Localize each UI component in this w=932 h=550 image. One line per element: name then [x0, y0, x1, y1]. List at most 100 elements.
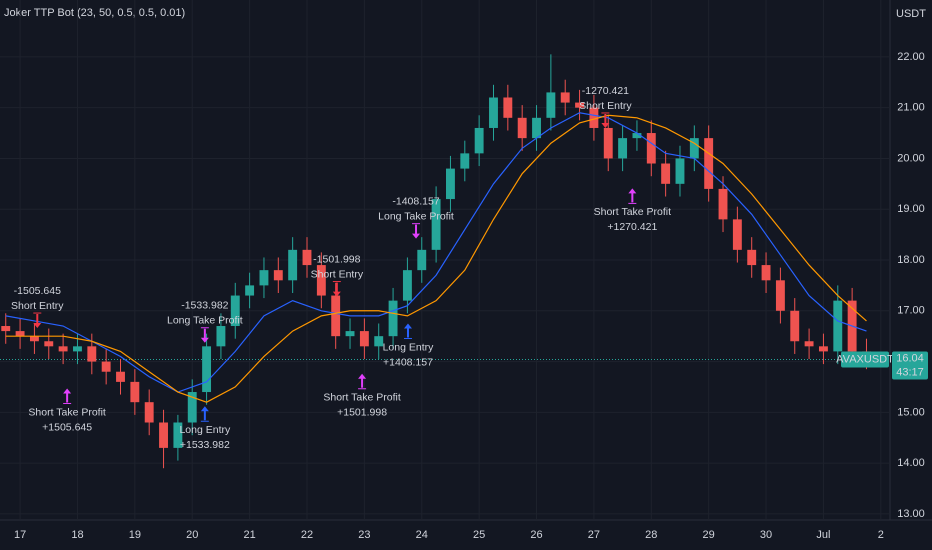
candle-body: [230, 295, 240, 327]
candle-body: [1, 326, 11, 332]
countdown-label: 43:17: [896, 366, 924, 378]
candle-body: [489, 97, 498, 128]
candle-body: [818, 346, 828, 352]
candle-body: [73, 346, 82, 352]
trade-label: Short Take Profit: [28, 406, 106, 418]
candle-body: [747, 249, 757, 266]
x-tick-label: 24: [416, 529, 428, 541]
candle-body: [159, 422, 168, 448]
price-tag: [892, 351, 928, 380]
candle-body: [316, 265, 326, 296]
candle-body: [302, 249, 312, 266]
candle-body: [546, 92, 556, 118]
x-tick-label: 20: [186, 529, 198, 541]
trade-label: -1408.157: [392, 195, 439, 207]
y-tick-label: 20.00: [897, 152, 925, 164]
trade-label: Long Entry: [383, 341, 435, 353]
trade-label: +1270.421: [607, 221, 657, 233]
candle-body: [359, 331, 369, 347]
candle-body: [589, 107, 599, 128]
candle-body: [833, 300, 843, 352]
trade-arrow: [628, 188, 637, 203]
candle-body: [273, 270, 283, 281]
candle-body: [446, 168, 455, 200]
candle-body: [417, 249, 427, 271]
x-tick-label: 2: [878, 529, 884, 541]
trade-label: -1270.421: [582, 85, 629, 97]
x-tick-label: 29: [703, 529, 715, 541]
candle-body: [431, 199, 441, 250]
x-tick-label: 19: [129, 529, 141, 541]
candle-body: [632, 133, 642, 139]
symbol-label: AVAXUSDT: [836, 353, 894, 365]
candle-body: [116, 371, 125, 382]
candle-body: [775, 280, 785, 311]
candle-body: [374, 336, 384, 347]
trade-arrow: [332, 282, 341, 297]
trade-label: -1533.982: [181, 300, 228, 312]
y-tick-label: 15.00: [897, 406, 925, 418]
x-tick-label: 22: [301, 529, 313, 541]
candle-body: [560, 92, 570, 103]
trade-label: Long Take Profit: [167, 315, 243, 327]
candle-body: [245, 285, 255, 296]
candle-body: [804, 341, 814, 347]
x-tick-label: 23: [358, 529, 370, 541]
y-unit: USDT: [896, 8, 926, 20]
trade-arrow: [63, 388, 72, 403]
trade-arrow: [358, 373, 367, 388]
trade-label: +1533.982: [180, 439, 230, 451]
trade-arrow: [200, 406, 209, 421]
candle-body: [474, 127, 484, 154]
candle-body: [173, 422, 183, 448]
candle-body: [646, 133, 656, 164]
trade-arrow: [412, 224, 421, 239]
chart-title: Joker TTP Bot (23, 50, 0.5, 0.5, 0.01): [4, 7, 185, 19]
trade-label: +1505.645: [42, 421, 92, 433]
x-tick-label: 25: [473, 529, 485, 541]
last-price-label: 16.04: [896, 352, 924, 364]
trade-label: Short Entry: [11, 300, 64, 312]
candle-body: [761, 265, 771, 281]
y-tick-label: 13.00: [897, 508, 925, 520]
candle-body: [87, 346, 97, 362]
trade-label: +1501.998: [337, 407, 387, 419]
candle-body: [517, 117, 527, 139]
trade-label: +1408.157: [383, 356, 433, 368]
y-tick-label: 21.00: [897, 102, 925, 114]
candle-body: [503, 97, 513, 118]
candle-body: [704, 138, 714, 189]
candle-body: [44, 341, 54, 347]
candle-body: [575, 102, 585, 108]
candle-body: [259, 270, 269, 286]
moving-average: [5, 114, 867, 403]
symbol-tag: [841, 351, 889, 368]
trade-label: Long Take Profit: [378, 210, 454, 222]
y-tick-label: 14.00: [897, 457, 925, 469]
candle-body: [532, 117, 541, 139]
trade-label: -1505.645: [14, 285, 61, 297]
candle-body: [58, 346, 68, 352]
candle-body: [202, 346, 212, 393]
candle-body: [402, 270, 412, 301]
candle-body: [675, 158, 685, 184]
trade-label: Short Entry: [311, 268, 364, 280]
x-tick-label: 21: [243, 529, 255, 541]
x-tick-label: 30: [760, 529, 772, 541]
trade-arrow: [33, 314, 42, 329]
moving-average: [5, 112, 867, 393]
candle-body: [331, 295, 341, 337]
candle-body: [29, 336, 39, 342]
candle-body: [603, 127, 613, 159]
candle-body: [689, 138, 699, 159]
candle-body: [661, 163, 671, 184]
candle-body: [144, 402, 154, 423]
candle-body: [618, 138, 628, 159]
y-tick-label: 19.00: [897, 203, 925, 215]
candle-body: [718, 188, 728, 220]
candle-body: [732, 219, 742, 250]
trade-label: Short Take Profit: [594, 206, 672, 218]
y-tick-label: 22.00: [897, 51, 925, 63]
